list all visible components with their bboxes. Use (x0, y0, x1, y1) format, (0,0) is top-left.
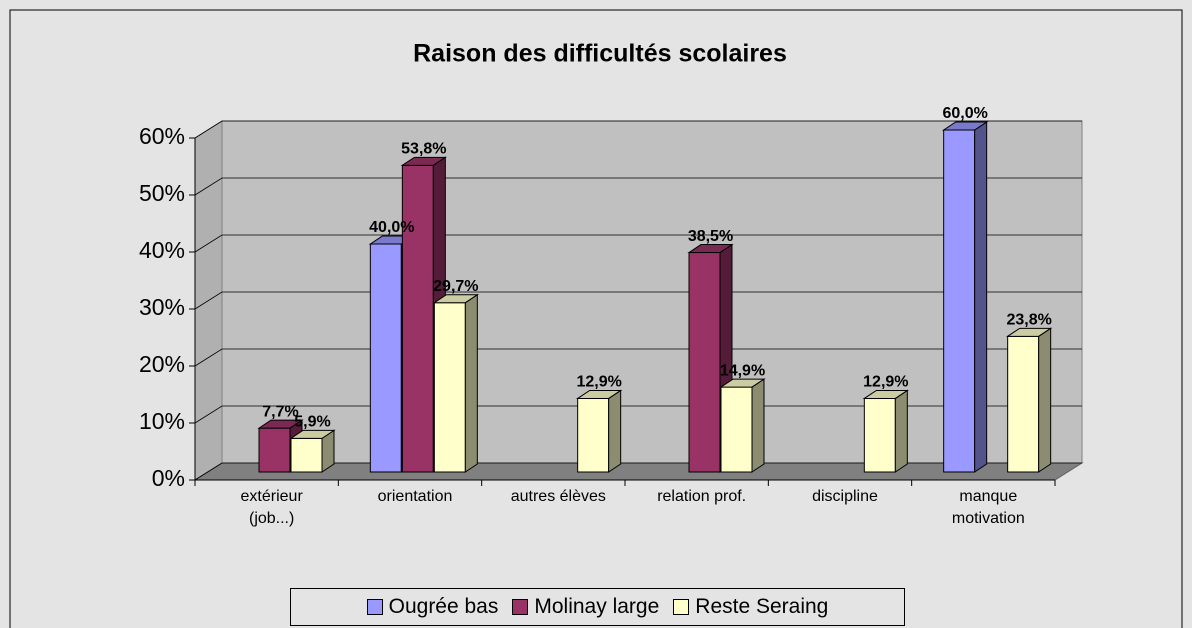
y-tick-label: 30% (139, 294, 185, 320)
bar-top (862, 389, 909, 399)
value-label: 14,9% (720, 362, 765, 379)
bar-top (576, 389, 623, 399)
bar-side (1038, 327, 1052, 473)
value-label: 7,7% (262, 403, 298, 420)
bar-front (290, 437, 323, 473)
bar-front (258, 427, 291, 473)
bar (942, 121, 989, 473)
bar-front (943, 129, 976, 473)
bar-top (1006, 327, 1053, 337)
x-tick-label: manque motivation (951, 488, 1025, 527)
legend-label: Reste Seraing (695, 595, 829, 618)
bar-side (608, 389, 622, 473)
grid-line (194, 234, 1082, 253)
legend: Ougrée bas Molinay large Reste Seraing (290, 588, 905, 626)
bar-front (433, 302, 466, 473)
bar-front (863, 397, 896, 473)
legend-item: Molinay large (512, 595, 659, 619)
value-label: 5,9% (294, 414, 330, 431)
bar-front (1007, 335, 1040, 473)
bar-front (688, 252, 721, 473)
value-label: 40,0% (369, 219, 414, 236)
x-tick-label: autres élèves (510, 488, 606, 505)
bar-side (974, 121, 988, 473)
grid-line (194, 462, 1082, 481)
value-label: 60,0% (942, 105, 987, 122)
y-tick-label: 40% (139, 237, 185, 263)
grid-line (194, 177, 1082, 196)
x-tick-label: discipline (812, 488, 878, 505)
legend-item: Ougrée bas (366, 595, 499, 619)
legend-swatch (366, 599, 383, 615)
grid-line (194, 291, 1082, 310)
bar-side (464, 293, 478, 473)
value-label: 53,8% (401, 141, 446, 158)
bar-side (751, 378, 765, 473)
bar-top (432, 294, 479, 304)
value-label: 23,8% (1006, 312, 1051, 329)
y-tick-label: 60% (139, 123, 185, 149)
legend-label: Ougrée bas (388, 595, 499, 618)
x-tick-label: orientation (377, 488, 453, 505)
value-label: 12,9% (863, 374, 908, 391)
bar-top (289, 429, 336, 439)
bar-front (401, 164, 434, 473)
y-tick-label: 50% (139, 180, 185, 206)
y-tick-label: 10% (139, 408, 185, 434)
value-label: 38,5% (688, 228, 733, 245)
legend-item: Reste Seraing (673, 595, 828, 619)
bar (432, 293, 479, 473)
y-tick-label: 20% (139, 351, 185, 377)
bar (862, 389, 909, 473)
x-tick-label: extérieur (job...) (240, 488, 303, 527)
x-tick-label: relation prof. (657, 488, 747, 505)
grid-line (194, 120, 1082, 139)
legend-swatch (512, 599, 529, 615)
bar-top (257, 419, 304, 429)
bar-top (687, 244, 734, 254)
bar-top (942, 121, 989, 131)
bar (719, 378, 766, 473)
value-label: 29,7% (433, 278, 478, 295)
bar (576, 389, 623, 473)
bar-top (400, 156, 447, 166)
bar (289, 429, 336, 473)
bar (1006, 327, 1053, 473)
y-tick-label: 0% (152, 465, 185, 491)
grid-line (194, 405, 1082, 424)
legend-label: Molinay large (534, 595, 660, 618)
chart-border (9, 9, 1183, 628)
bar-front (369, 243, 402, 473)
bar-side (894, 389, 908, 473)
bar-front (577, 397, 610, 473)
legend-swatch (673, 599, 690, 615)
chart-title: Raison des difficultés scolaires (413, 40, 787, 68)
grid-line (194, 348, 1082, 367)
bar-top (719, 378, 766, 388)
value-label: 12,9% (576, 374, 621, 391)
bar-front (720, 386, 753, 473)
